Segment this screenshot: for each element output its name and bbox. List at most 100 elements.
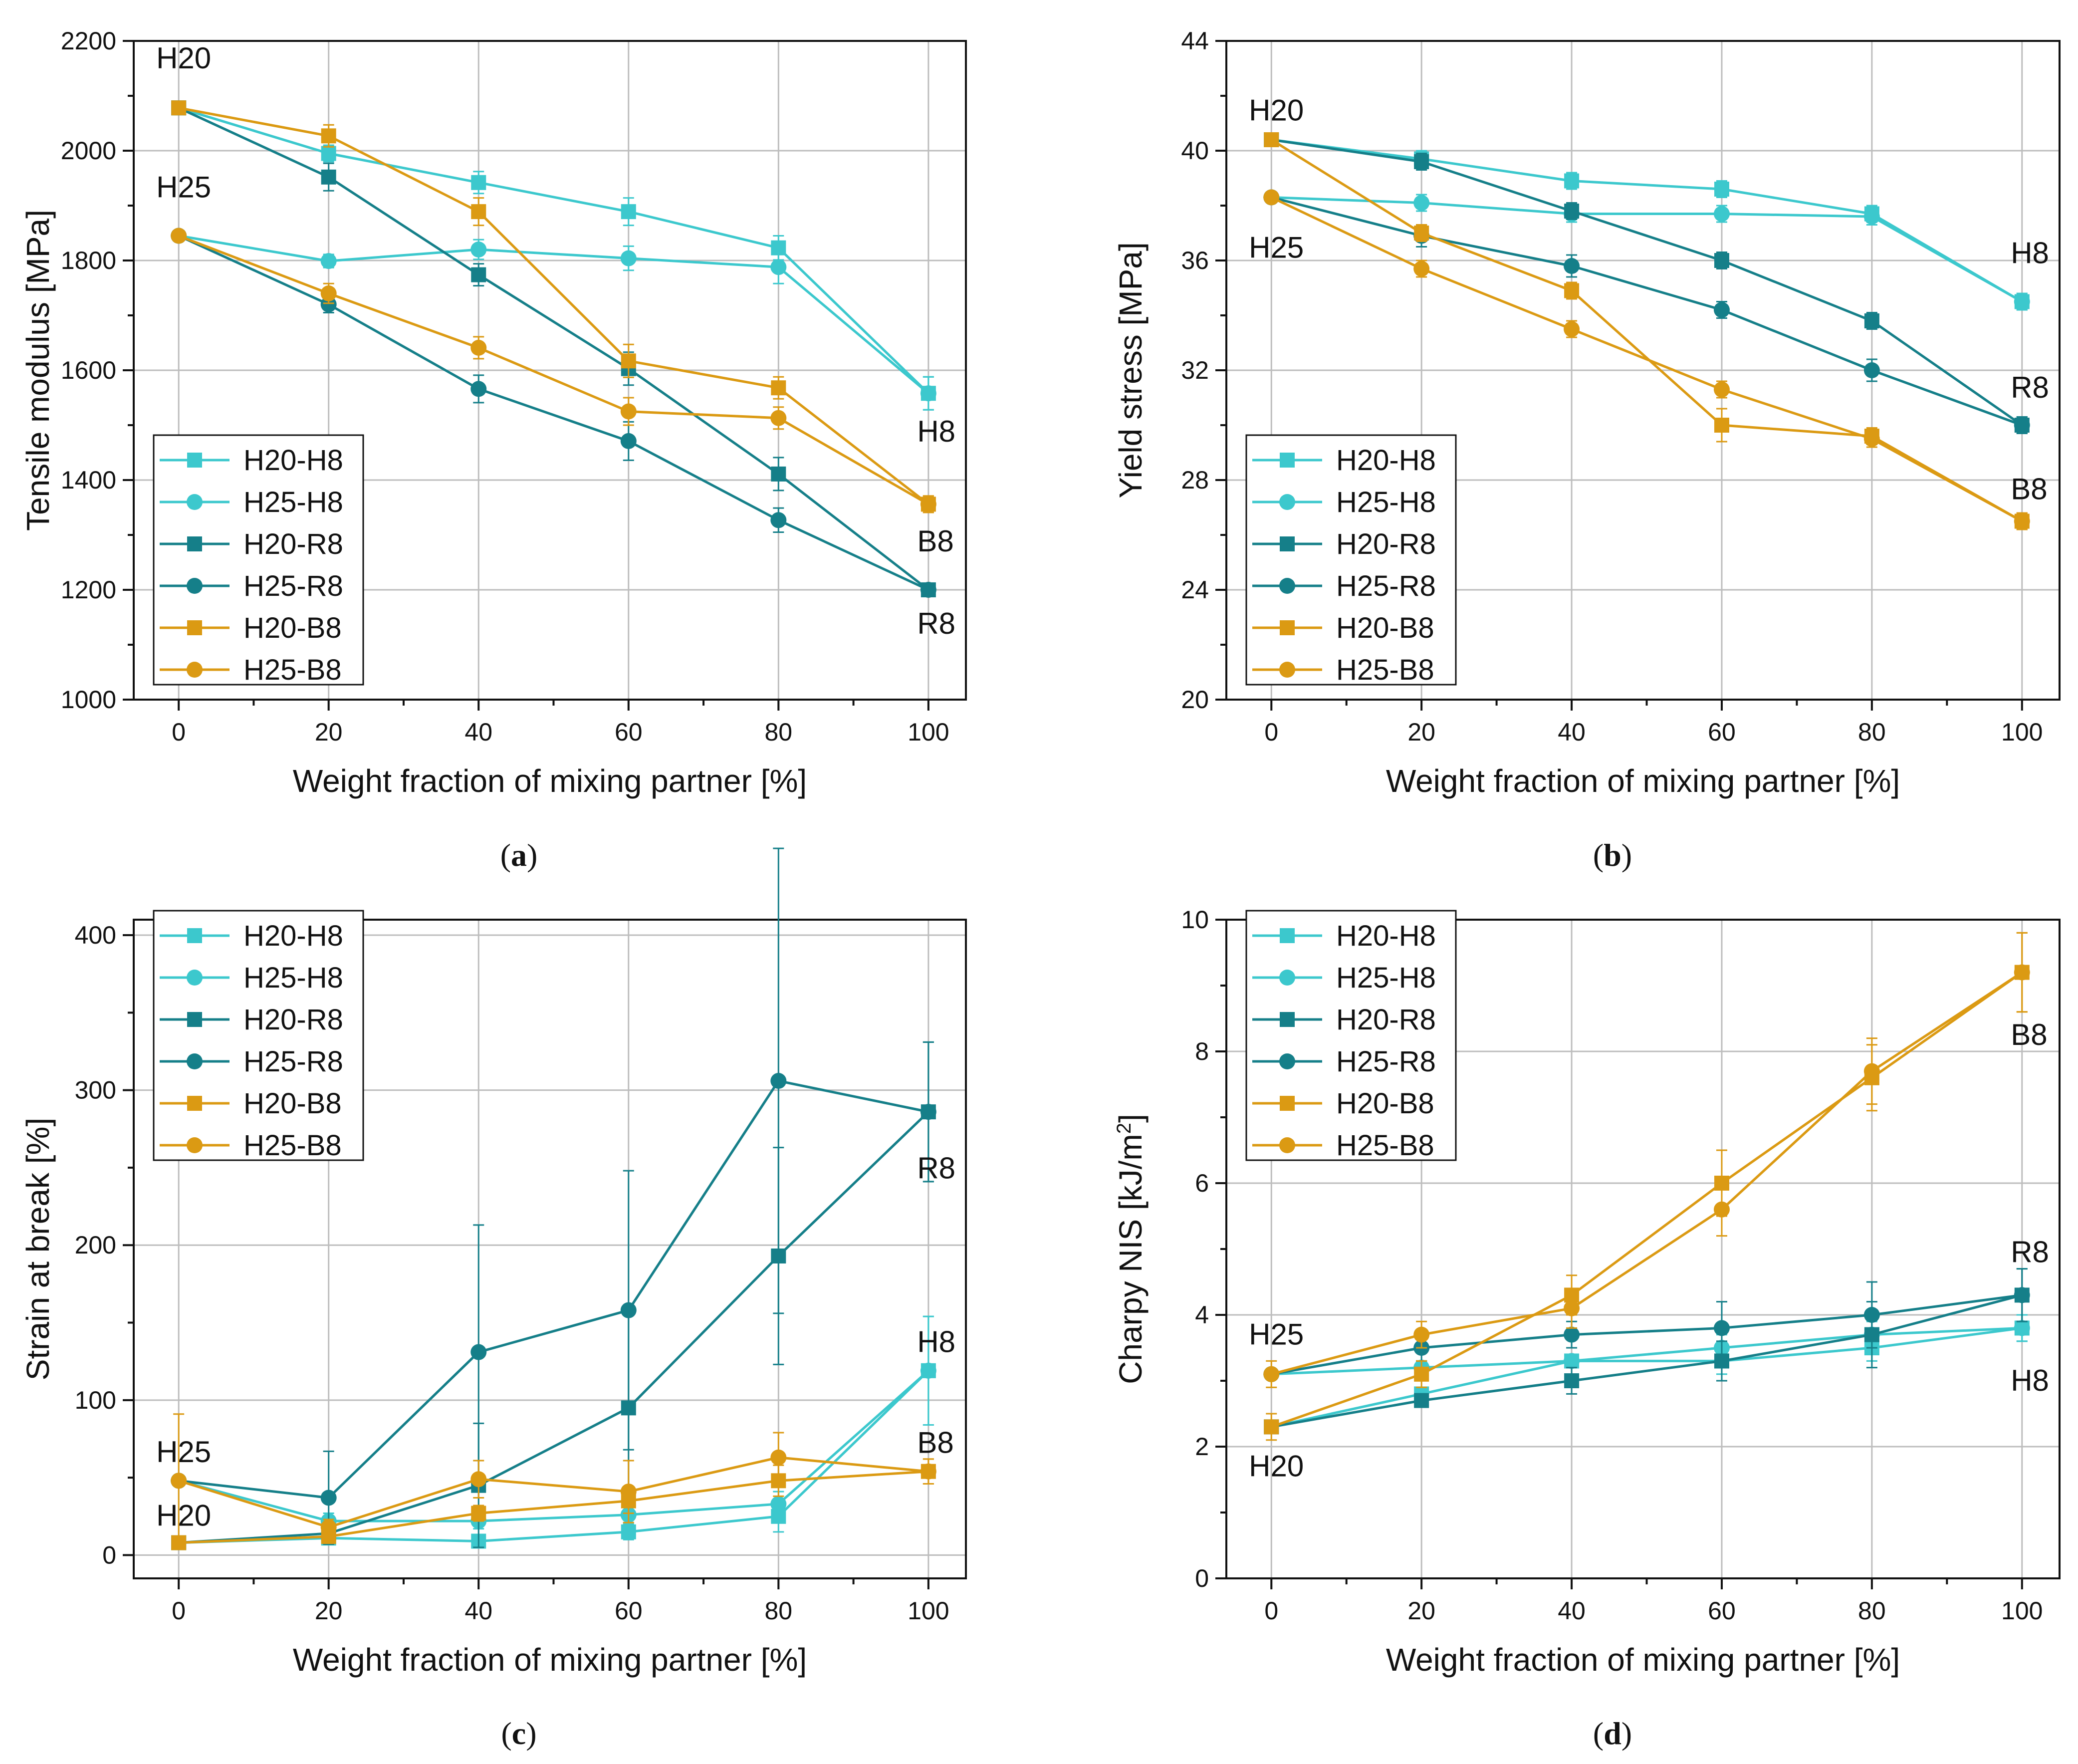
legend-marker xyxy=(187,970,203,986)
y-tick-label: 300 xyxy=(75,1076,116,1104)
series-line xyxy=(1271,196,2023,303)
series-line xyxy=(178,1369,929,1522)
legend-item-h20-r8: H20-R8 xyxy=(160,528,343,560)
legend-marker xyxy=(187,928,202,943)
annotation-r8: R8 xyxy=(917,607,955,640)
x-axis-title: Weight fraction of mixing partner [%] xyxy=(1386,763,1900,799)
x-tick-label: 20 xyxy=(1407,718,1435,746)
data-point xyxy=(770,512,787,528)
data-point xyxy=(920,385,936,402)
x-axis-ticks: 0 20 40 60 80 100 xyxy=(172,700,949,746)
series-h25-h8 xyxy=(171,228,936,411)
data-point xyxy=(171,100,187,116)
annotation-h25: H25 xyxy=(1249,1317,1304,1351)
annotation-h25: H25 xyxy=(156,1435,211,1469)
data-point xyxy=(1714,182,1729,197)
legend-item-h20-h8: H20-H8 xyxy=(160,444,343,477)
data-point xyxy=(2014,964,2030,981)
legend-marker xyxy=(187,1137,203,1153)
panel-caption-a: (a) xyxy=(500,837,538,873)
annotation-h8: H8 xyxy=(2011,237,2049,270)
legend-label: H20-R8 xyxy=(243,1004,343,1036)
legend-marker xyxy=(187,453,202,468)
series-line xyxy=(1271,1293,2023,1376)
x-tick-label: 40 xyxy=(1558,1597,1586,1625)
annotations: H20 H25 H8 R8 B8 xyxy=(1249,94,2049,506)
series-line xyxy=(1271,1326,2022,1376)
data-point xyxy=(1863,209,1880,225)
legend-label: H20-H8 xyxy=(1336,444,1436,477)
data-point xyxy=(1863,431,1880,447)
series-h25-h8 xyxy=(171,1315,936,1530)
legend-item-h20-h8: H20-H8 xyxy=(1252,920,1436,952)
annotations: H25 H20 R8 H8 B8 xyxy=(156,1152,955,1532)
y-tick-label: 0 xyxy=(102,1541,116,1569)
x-tick-label: 100 xyxy=(908,1597,949,1625)
x-tick-label: 100 xyxy=(908,718,949,746)
data-point xyxy=(771,380,786,396)
x-tick-label: 0 xyxy=(172,1597,186,1625)
series-h25-b8 xyxy=(1263,189,2030,530)
annotation-h20: H20 xyxy=(156,1499,211,1532)
data-point xyxy=(770,259,787,275)
legend-marker xyxy=(1280,1012,1295,1027)
x-tick-label: 60 xyxy=(615,1597,643,1625)
series-h25-r8 xyxy=(1263,1268,2030,1382)
legend-item-h25-b8: H25-B8 xyxy=(1252,1129,1434,1162)
x-tick-label: 100 xyxy=(2001,1597,2043,1625)
legend-marker xyxy=(1280,536,1295,551)
y-tick-label: 36 xyxy=(1181,247,1209,274)
data-point xyxy=(471,204,486,220)
legend-item-h25-r8: H25-R8 xyxy=(1252,570,1436,602)
series-line xyxy=(179,1370,929,1544)
data-point xyxy=(1713,1201,1730,1218)
legend-item-h25-b8: H25-B8 xyxy=(160,654,342,686)
data-point xyxy=(1263,1366,1280,1382)
y-axis-title: Charpy NIS [kJ/m2] xyxy=(1113,1114,1149,1384)
series-line xyxy=(1271,1326,2023,1428)
series-line xyxy=(178,235,929,395)
legend-label: H20-B8 xyxy=(1336,612,1434,644)
annotations: H20 H25 H8 B8 R8 xyxy=(156,41,955,640)
data-point xyxy=(920,1463,936,1480)
x-tick-label: 20 xyxy=(315,1597,343,1625)
data-point xyxy=(1564,1326,1580,1343)
data-point xyxy=(321,128,336,144)
series-line xyxy=(178,1456,929,1529)
legend-label: H20-R8 xyxy=(243,528,343,560)
x-tick-label: 40 xyxy=(1558,718,1586,746)
y-axis-title: Yield stress [MPa] xyxy=(1113,242,1149,498)
legend-marker xyxy=(1280,453,1295,468)
data-point xyxy=(1413,260,1430,277)
data-point xyxy=(321,146,336,161)
legend-marker xyxy=(1280,1096,1295,1111)
legend-label: H25-H8 xyxy=(243,962,343,994)
legend-item-h20-b8: H20-B8 xyxy=(1252,612,1434,644)
y-tick-label: 8 xyxy=(1195,1037,1209,1065)
legend-label: H25-B8 xyxy=(243,1129,342,1162)
legend-label: H25-B8 xyxy=(1336,654,1434,686)
axes-frame xyxy=(133,919,967,1579)
data-point xyxy=(1564,1373,1580,1388)
legend-label: H25-R8 xyxy=(243,570,343,602)
data-point xyxy=(171,1473,187,1489)
y-tick-label: 28 xyxy=(1181,466,1209,494)
x-tick-label: 20 xyxy=(315,718,343,746)
panel-a: 0 20 40 60 80 100 1000 1200 1400 1600 1800 2000 2200… xyxy=(20,27,967,873)
x-tick-label: 60 xyxy=(615,718,643,746)
legend-marker xyxy=(187,620,202,635)
series-h20-r8 xyxy=(1264,1268,2030,1435)
series-h25-b8 xyxy=(171,1413,936,1548)
y-tick-label: 40 xyxy=(1181,137,1209,165)
legend-marker xyxy=(1280,928,1295,943)
x-tick-label: 0 xyxy=(172,718,186,746)
legend-label: H20-B8 xyxy=(243,612,342,644)
data-point xyxy=(1713,302,1730,318)
legend-label: H20-B8 xyxy=(243,1087,342,1120)
y-axis-title-superscript: 2 xyxy=(1113,1123,1135,1134)
y-axis-ticks: 0 100 200 300 400 xyxy=(75,921,134,1569)
legend-item-h25-r8: H25-R8 xyxy=(1252,1045,1436,1078)
x-tick-label: 80 xyxy=(765,1597,793,1625)
data-point xyxy=(770,1449,787,1466)
annotation-h8: H8 xyxy=(917,1325,955,1359)
